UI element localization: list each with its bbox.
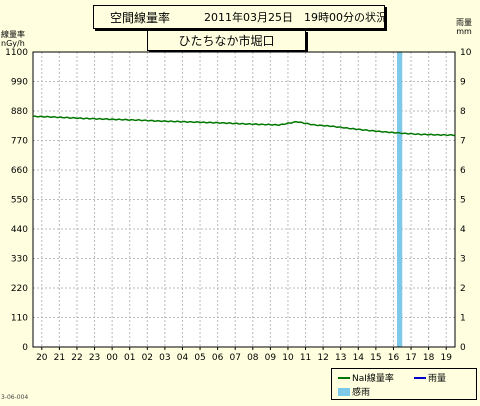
left-axis-label: 線量率 [1, 30, 25, 39]
y-left-tick-label: 110 [11, 314, 28, 324]
y-right-tick-label: 6 [460, 166, 466, 176]
plot-area [33, 52, 455, 347]
y-right-tick-label: 10 [460, 48, 472, 58]
y-right-tick-label: 9 [460, 78, 466, 88]
right-axis-label-block: 雨量 mm [456, 18, 472, 36]
rain-sense-band [396, 52, 403, 347]
x-tick-label: 13 [335, 353, 346, 363]
legend-rain-swatch [414, 376, 426, 379]
left-axis-label-block: 線量率 nGy/h [1, 30, 25, 48]
title-box: 空間線量率 2011年03月25日 19時00分の状況 [93, 5, 387, 29]
x-tick-label: 06 [212, 353, 224, 363]
x-tick-label: 21 [54, 353, 65, 363]
legend-rain-sense-swatch [338, 387, 350, 396]
x-tick-label: 05 [194, 353, 205, 363]
y-right-tick-label: 4 [460, 225, 466, 235]
y-left-tick-label: 660 [11, 166, 28, 176]
x-tick-label: 02 [142, 353, 153, 363]
x-tick-label: 12 [317, 353, 328, 363]
y-left-tick-label: 770 [11, 137, 28, 147]
y-left-tick-label: 440 [11, 225, 28, 235]
x-tick-label: 03 [159, 353, 170, 363]
legend-nai-swatch [338, 376, 350, 379]
y-left-tick-label: 330 [11, 255, 28, 265]
x-tick-label: 04 [177, 353, 189, 363]
x-tick-label: 11 [300, 353, 311, 363]
x-tick-label: 00 [106, 353, 118, 363]
y-left-tick-label: 990 [11, 78, 28, 88]
x-tick-label: 10 [282, 353, 294, 363]
x-tick-label: 17 [405, 353, 416, 363]
y-left-tick-label: 550 [11, 196, 28, 206]
chart-datetime: 2011年03月25日 19時00分の状況 [204, 11, 387, 24]
x-tick-label: 09 [265, 353, 277, 363]
y-left-tick-label: 880 [11, 107, 28, 117]
right-axis-unit: mm [456, 27, 472, 36]
y-right-tick-label: 3 [460, 255, 466, 265]
x-tick-label: 22 [71, 353, 82, 363]
legend-nai-label: NaI線量率 [352, 374, 394, 384]
chart-title: 空間線量率 [110, 10, 171, 25]
y-right-tick-label: 1 [460, 314, 466, 324]
x-tick-label: 19 [440, 353, 452, 363]
y-left-tick-label: 1100 [5, 48, 28, 58]
y-right-tick-label: 8 [460, 107, 466, 117]
x-tick-label: 14 [353, 353, 365, 363]
location-label: ひたちなか市堀口 [178, 34, 275, 48]
x-tick-label: 08 [247, 353, 259, 363]
x-tick-label: 16 [388, 353, 400, 363]
y-left-tick-label: 0 [22, 343, 28, 353]
x-tick-label: 01 [124, 353, 135, 363]
y-right-tick-label: 7 [460, 137, 466, 147]
location-box: ひたちなか市堀口 [147, 30, 306, 51]
station-code: 3-06-004 [1, 394, 29, 401]
y-right-tick-label: 0 [460, 343, 466, 353]
y-left-tick-label: 220 [11, 284, 28, 294]
x-tick-label: 23 [89, 353, 100, 363]
x-tick-label: 20 [36, 353, 48, 363]
legend: NaI線量率 雨量 感雨 [331, 368, 477, 400]
x-tick-label: 15 [370, 353, 381, 363]
left-axis-unit: nGy/h [1, 39, 25, 48]
legend-rain-label: 雨量 [428, 374, 447, 384]
legend-rain-sense-label: 感雨 [352, 388, 371, 398]
y-right-tick-label: 2 [460, 284, 466, 294]
nai-series-line [32, 115, 456, 137]
plot-border [32, 51, 456, 348]
right-axis-label: 雨量 [456, 18, 472, 27]
y-right-tick-label: 5 [460, 196, 466, 206]
x-tick-label: 07 [229, 353, 240, 363]
x-tick-label: 18 [423, 353, 435, 363]
